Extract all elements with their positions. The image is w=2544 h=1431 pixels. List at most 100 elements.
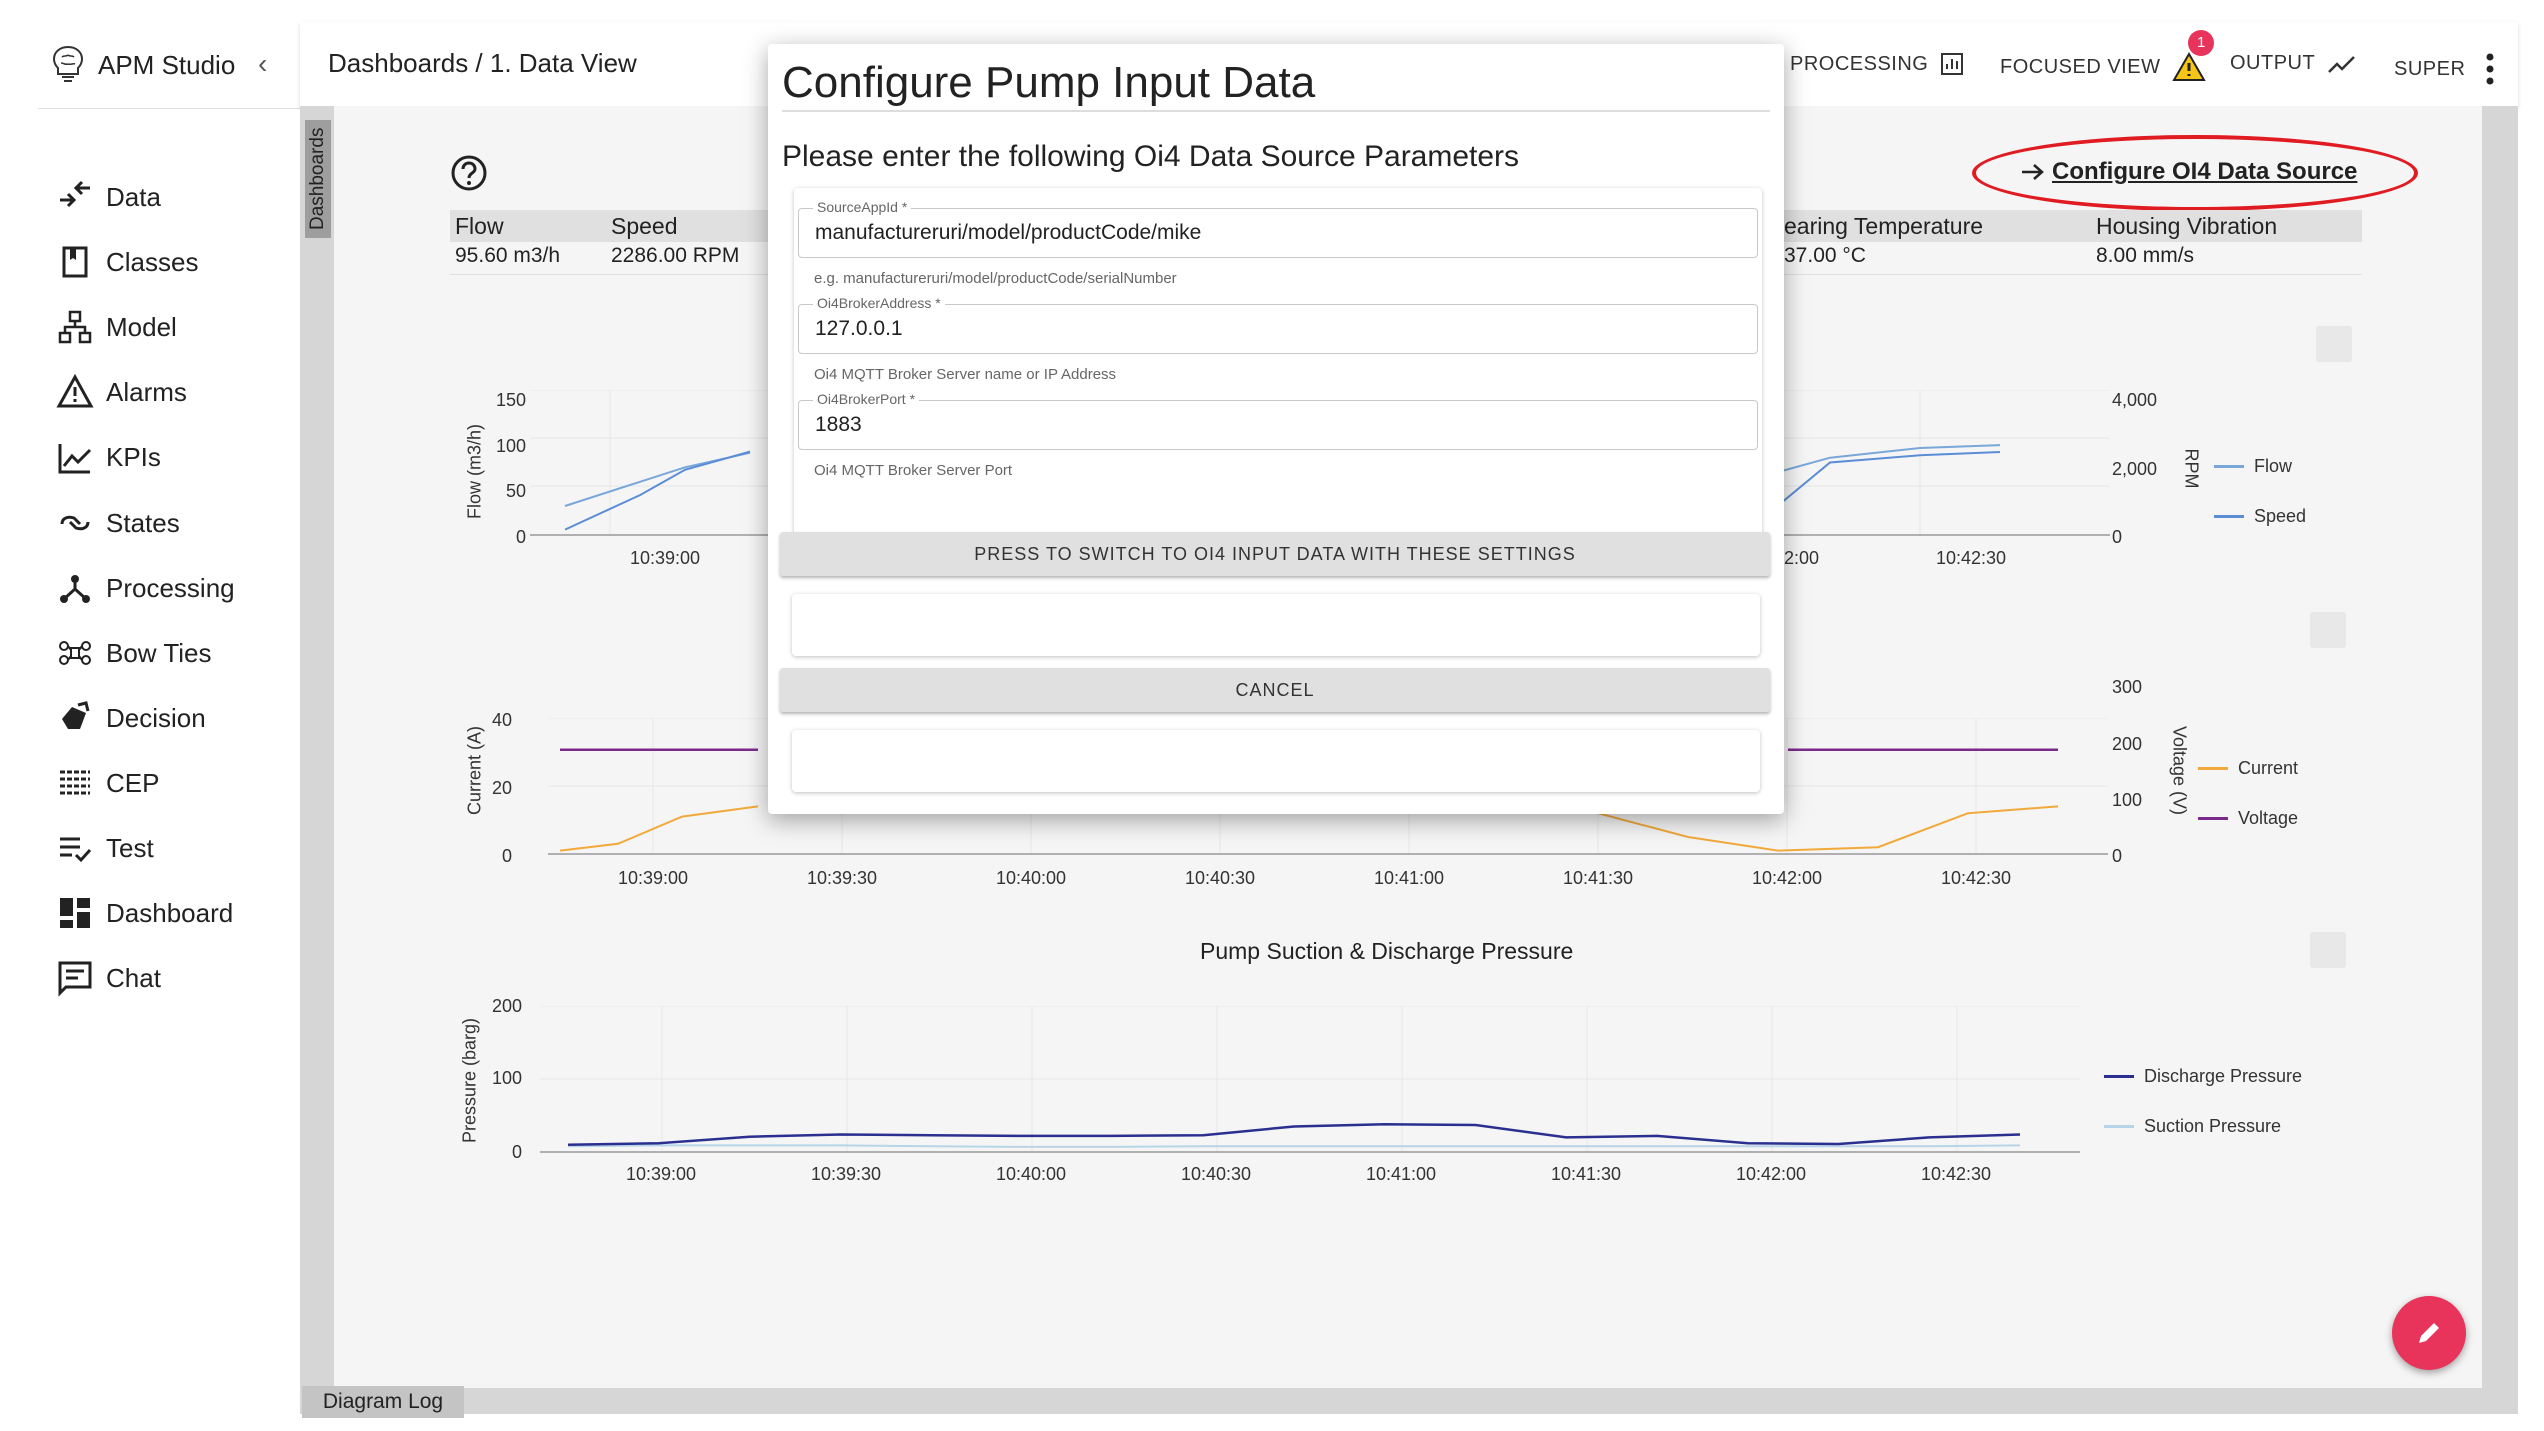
y2-tick: 200 <box>2112 734 2143 754</box>
bar-chart-box-icon <box>1941 53 1964 75</box>
y2-tick: 2,000 <box>2112 459 2158 479</box>
sidebar-item-label: Data <box>106 181 161 212</box>
x-tick: 10:42:00 <box>1736 1164 1807 1184</box>
y-axis-label: Flow (m3/h) <box>464 424 485 520</box>
dialog-subtitle: Please enter the following Oi4 Data Sour… <box>782 140 1520 173</box>
warning-icon <box>2172 51 2207 81</box>
field-helper-text: Oi4 MQTT Broker Server name or IP Addres… <box>814 366 1117 383</box>
legend-label: Speed <box>2254 506 2307 526</box>
user-menu[interactable]: SUPER <box>2394 52 2497 86</box>
sidebar-item-decision[interactable]: Decision <box>56 693 206 743</box>
legend-swatch <box>2104 1125 2134 1128</box>
legend-swatch <box>2198 817 2228 820</box>
decision-icon <box>62 701 90 729</box>
y-tick: 50 <box>506 481 527 501</box>
sidebar-item-kpis[interactable]: KPIs <box>56 432 161 482</box>
sidebar-item-label: States <box>106 507 180 538</box>
legend-swatch <box>2198 767 2228 770</box>
sidebar-item-classes[interactable]: Classes <box>56 237 198 287</box>
sidebar-item-processing[interactable]: Processing <box>56 563 235 613</box>
brain-icon <box>52 45 84 82</box>
focused-view-menu[interactable]: FOCUSED VIEW 1 <box>2000 30 2215 82</box>
sidebar-item-cep[interactable]: CEP <box>56 758 159 808</box>
highlight-ellipse <box>1972 135 2418 211</box>
states-icon <box>60 515 90 531</box>
y-tick: 200 <box>492 996 523 1016</box>
dashboard-icon <box>60 898 90 928</box>
broker-address-field[interactable]: Oi4BrokerAddress * <box>798 295 1758 354</box>
sidebar-item-bow-ties[interactable]: Bow Ties <box>56 628 212 678</box>
series-line <box>1759 451 2001 522</box>
broker-port-input[interactable] <box>815 413 1735 437</box>
y-tick: 40 <box>492 710 513 730</box>
user-label: SUPER <box>2394 57 2466 80</box>
right-gutter <box>2482 106 2518 1388</box>
broker-port-field[interactable]: Oi4BrokerPort * <box>798 391 1758 450</box>
legend-label: Flow <box>2254 456 2293 476</box>
help-circle-icon[interactable] <box>450 154 488 192</box>
alert-badge: 1 <box>2188 30 2215 56</box>
y-tick: 100 <box>492 1068 523 1088</box>
metric-name: Flow <box>455 213 504 239</box>
sidebar-item-test[interactable]: Test <box>56 823 154 873</box>
series-line <box>564 451 751 507</box>
divider <box>38 108 300 109</box>
edit-fab-button[interactable] <box>2392 1296 2466 1370</box>
cep-table-icon <box>60 770 90 795</box>
collapse-sidebar-icon[interactable]: ‹ <box>258 48 268 79</box>
y-tick: 0 <box>502 846 513 866</box>
cancel-button[interactable]: CANCEL <box>780 668 1770 712</box>
dialog-title: Configure Pump Input Data <box>782 58 1316 107</box>
x-tick: 10:42:30 <box>1921 1164 1992 1184</box>
legend-item: Suction Pressure <box>2104 1116 2281 1137</box>
breadcrumb[interactable]: Dashboards / 1. Data View <box>328 48 637 78</box>
legend-item: Speed <box>2214 506 2306 527</box>
sidebar-item-label: Test <box>106 832 154 863</box>
series-line <box>564 450 751 531</box>
pencil-icon <box>2419 1323 2439 1343</box>
source-app-id-input[interactable] <box>815 221 1735 245</box>
app-brand[interactable]: APM Studio <box>48 40 235 90</box>
metric-value: 8.00 mm/s <box>2096 244 2195 267</box>
sidebar-item-label: CEP <box>106 767 160 798</box>
test-checklist-icon <box>60 837 92 863</box>
x-tick: 10:39:30 <box>807 868 878 888</box>
data-flow-icon <box>60 180 90 208</box>
dashboards-vertical-tab[interactable]: Dashboards <box>305 120 331 238</box>
x-tick: 2:00 <box>1784 548 1820 568</box>
sidebar-item-states[interactable]: States <box>56 498 180 548</box>
broker-address-input[interactable] <box>815 317 1735 341</box>
sidebar-item-alarms[interactable]: Alarms <box>56 367 187 417</box>
chart-menu-button[interactable] <box>2310 932 2346 968</box>
legend-swatch <box>2214 465 2244 468</box>
chart-menu-button[interactable] <box>2316 326 2352 362</box>
field-label: Oi4BrokerPort * <box>813 391 920 407</box>
x-tick: 10:42:30 <box>1941 868 2012 888</box>
field-helper-text: Oi4 MQTT Broker Server Port <box>814 462 1013 479</box>
x-tick: 10:39:00 <box>626 1164 697 1184</box>
metric-name: earing Temperature <box>1784 213 1984 239</box>
source-app-id-field[interactable]: SourceAppId * <box>798 199 1758 258</box>
legend-label: Current <box>2238 758 2299 778</box>
sidebar-item-model[interactable]: Model <box>56 302 177 352</box>
sidebar-item-label: Bow Ties <box>106 637 212 668</box>
legend-label: Voltage <box>2238 808 2299 828</box>
sidebar-item-label: Processing <box>106 572 235 603</box>
status-panel <box>792 730 1760 792</box>
configure-dialog: Configure Pump Input Data Please enter t… <box>768 44 1784 814</box>
processing-menu[interactable]: PROCESSING <box>1790 52 1964 76</box>
switch-to-oi4-button[interactable]: PRESS TO SWITCH TO OI4 INPUT DATA WITH T… <box>780 532 1770 576</box>
sidebar-item-data[interactable]: Data <box>56 172 161 222</box>
chart-menu-button[interactable] <box>2310 612 2346 648</box>
x-tick: 10:41:00 <box>1366 1164 1437 1184</box>
output-label: OUTPUT <box>2230 52 2316 74</box>
legend-swatch <box>2104 1075 2134 1078</box>
diagram-log-tab[interactable]: Diagram Log <box>302 1386 464 1418</box>
sidebar-item-dashboard[interactable]: Dashboard <box>56 888 233 938</box>
output-menu[interactable]: OUTPUT <box>2230 52 2357 75</box>
series-line <box>559 805 759 852</box>
sidebar-item-chat[interactable]: Chat <box>56 953 161 1003</box>
more-vertical-icon[interactable] <box>2483 52 2497 86</box>
x-tick: 10:42:00 <box>1752 868 1823 888</box>
x-tick: 10:39:00 <box>630 548 701 568</box>
